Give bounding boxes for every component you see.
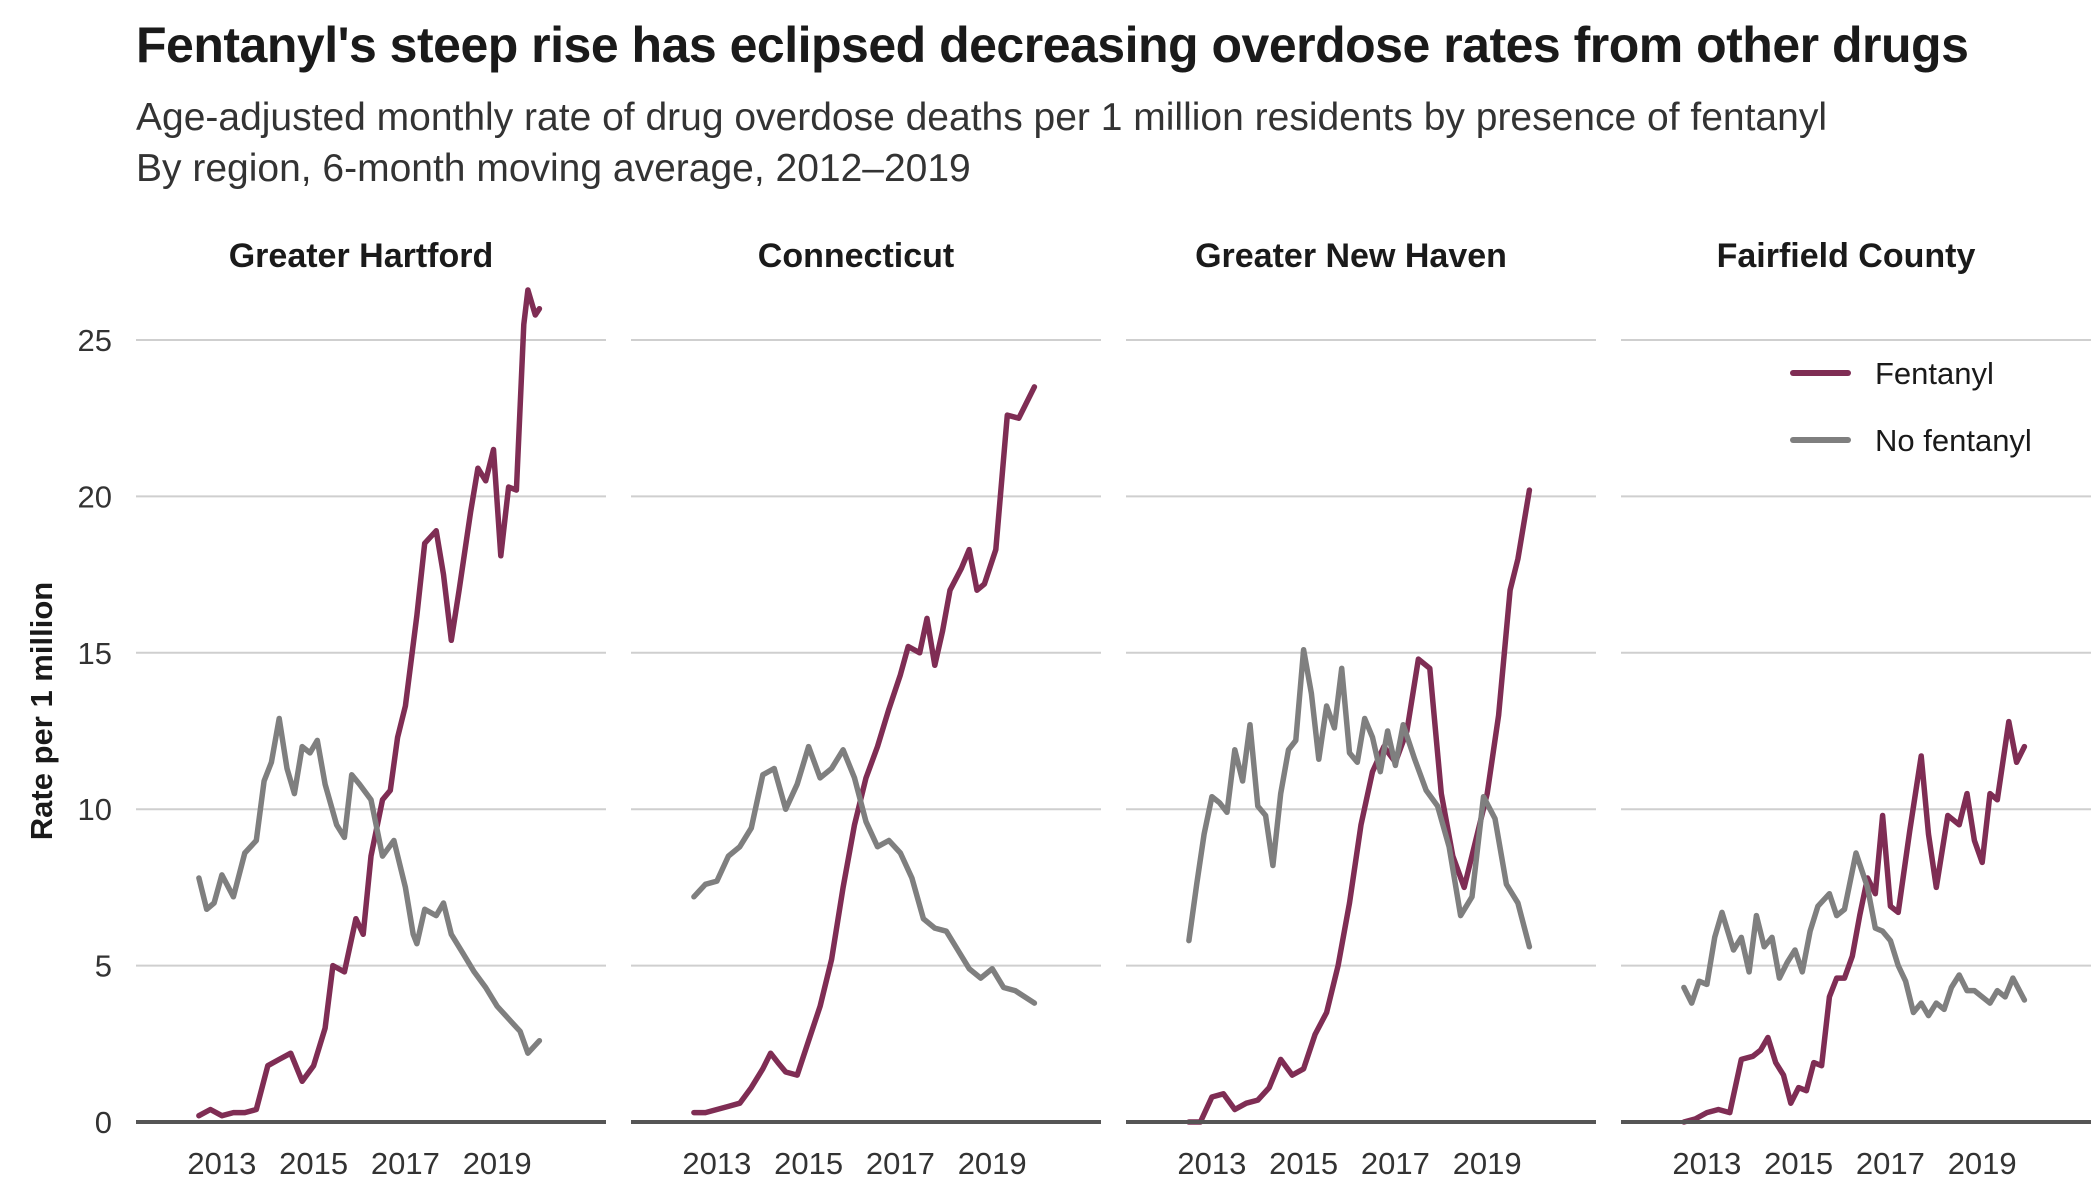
x-tick-label: 2019 [1453,1146,1522,1181]
y-tick-label: 15 [78,636,112,671]
fentanyl-line [1186,487,1533,1125]
x-tick-label: 2019 [958,1146,1027,1181]
x-tick-label: 2017 [866,1146,935,1181]
y-tick-label: 25 [78,323,112,358]
x-tick-label: 2013 [682,1146,751,1181]
legend-label-fentanyl: Fentanyl [1875,356,1994,391]
x-tick-label: 2015 [1269,1146,1338,1181]
x-tick-label: 2017 [1856,1146,1925,1181]
no-fentanyl-line [691,743,1038,1006]
x-tick-label: 2013 [187,1146,256,1181]
facet-title: Greater Hartford [229,237,494,275]
no-fentanyl-line [196,715,543,1056]
x-tick-label: 2015 [774,1146,843,1181]
no-fentanyl-line [1681,850,2028,1019]
y-tick-label: 0 [95,1105,112,1140]
x-tick-label: 2019 [1948,1146,2017,1181]
facet-title: Greater New Haven [1195,237,1507,275]
y-axis-title: Rate per 1 million [24,582,59,840]
x-tick-label: 2013 [1672,1146,1741,1181]
x-tick-label: 2019 [463,1146,532,1181]
legend-label-no-fentanyl: No fentanyl [1875,423,2032,458]
fentanyl-line [1681,718,2028,1125]
y-tick-label: 20 [78,479,112,514]
y-tick-label: 5 [95,949,112,984]
x-tick-label: 2015 [1764,1146,1833,1181]
fentanyl-line [691,384,1038,1116]
chart-title: Fentanyl's steep rise has eclipsed decre… [136,17,1969,73]
y-tick-label: 10 [78,792,112,827]
x-tick-label: 2017 [371,1146,440,1181]
facet-title: Fairfield County [1717,237,1976,275]
fentanyl-line [196,287,543,1119]
x-tick-label: 2015 [279,1146,348,1181]
chart-subtitle: Age-adjusted monthly rate of drug overdo… [136,92,1827,194]
x-tick-label: 2017 [1361,1146,1430,1181]
x-tick-label: 2013 [1177,1146,1246,1181]
subtitle-line-1: Age-adjusted monthly rate of drug overdo… [136,96,1827,139]
facet-title: Connecticut [758,237,954,275]
no-fentanyl-line [1186,646,1533,950]
subtitle-line-2: By region, 6-month moving average, 2012–… [136,147,971,190]
